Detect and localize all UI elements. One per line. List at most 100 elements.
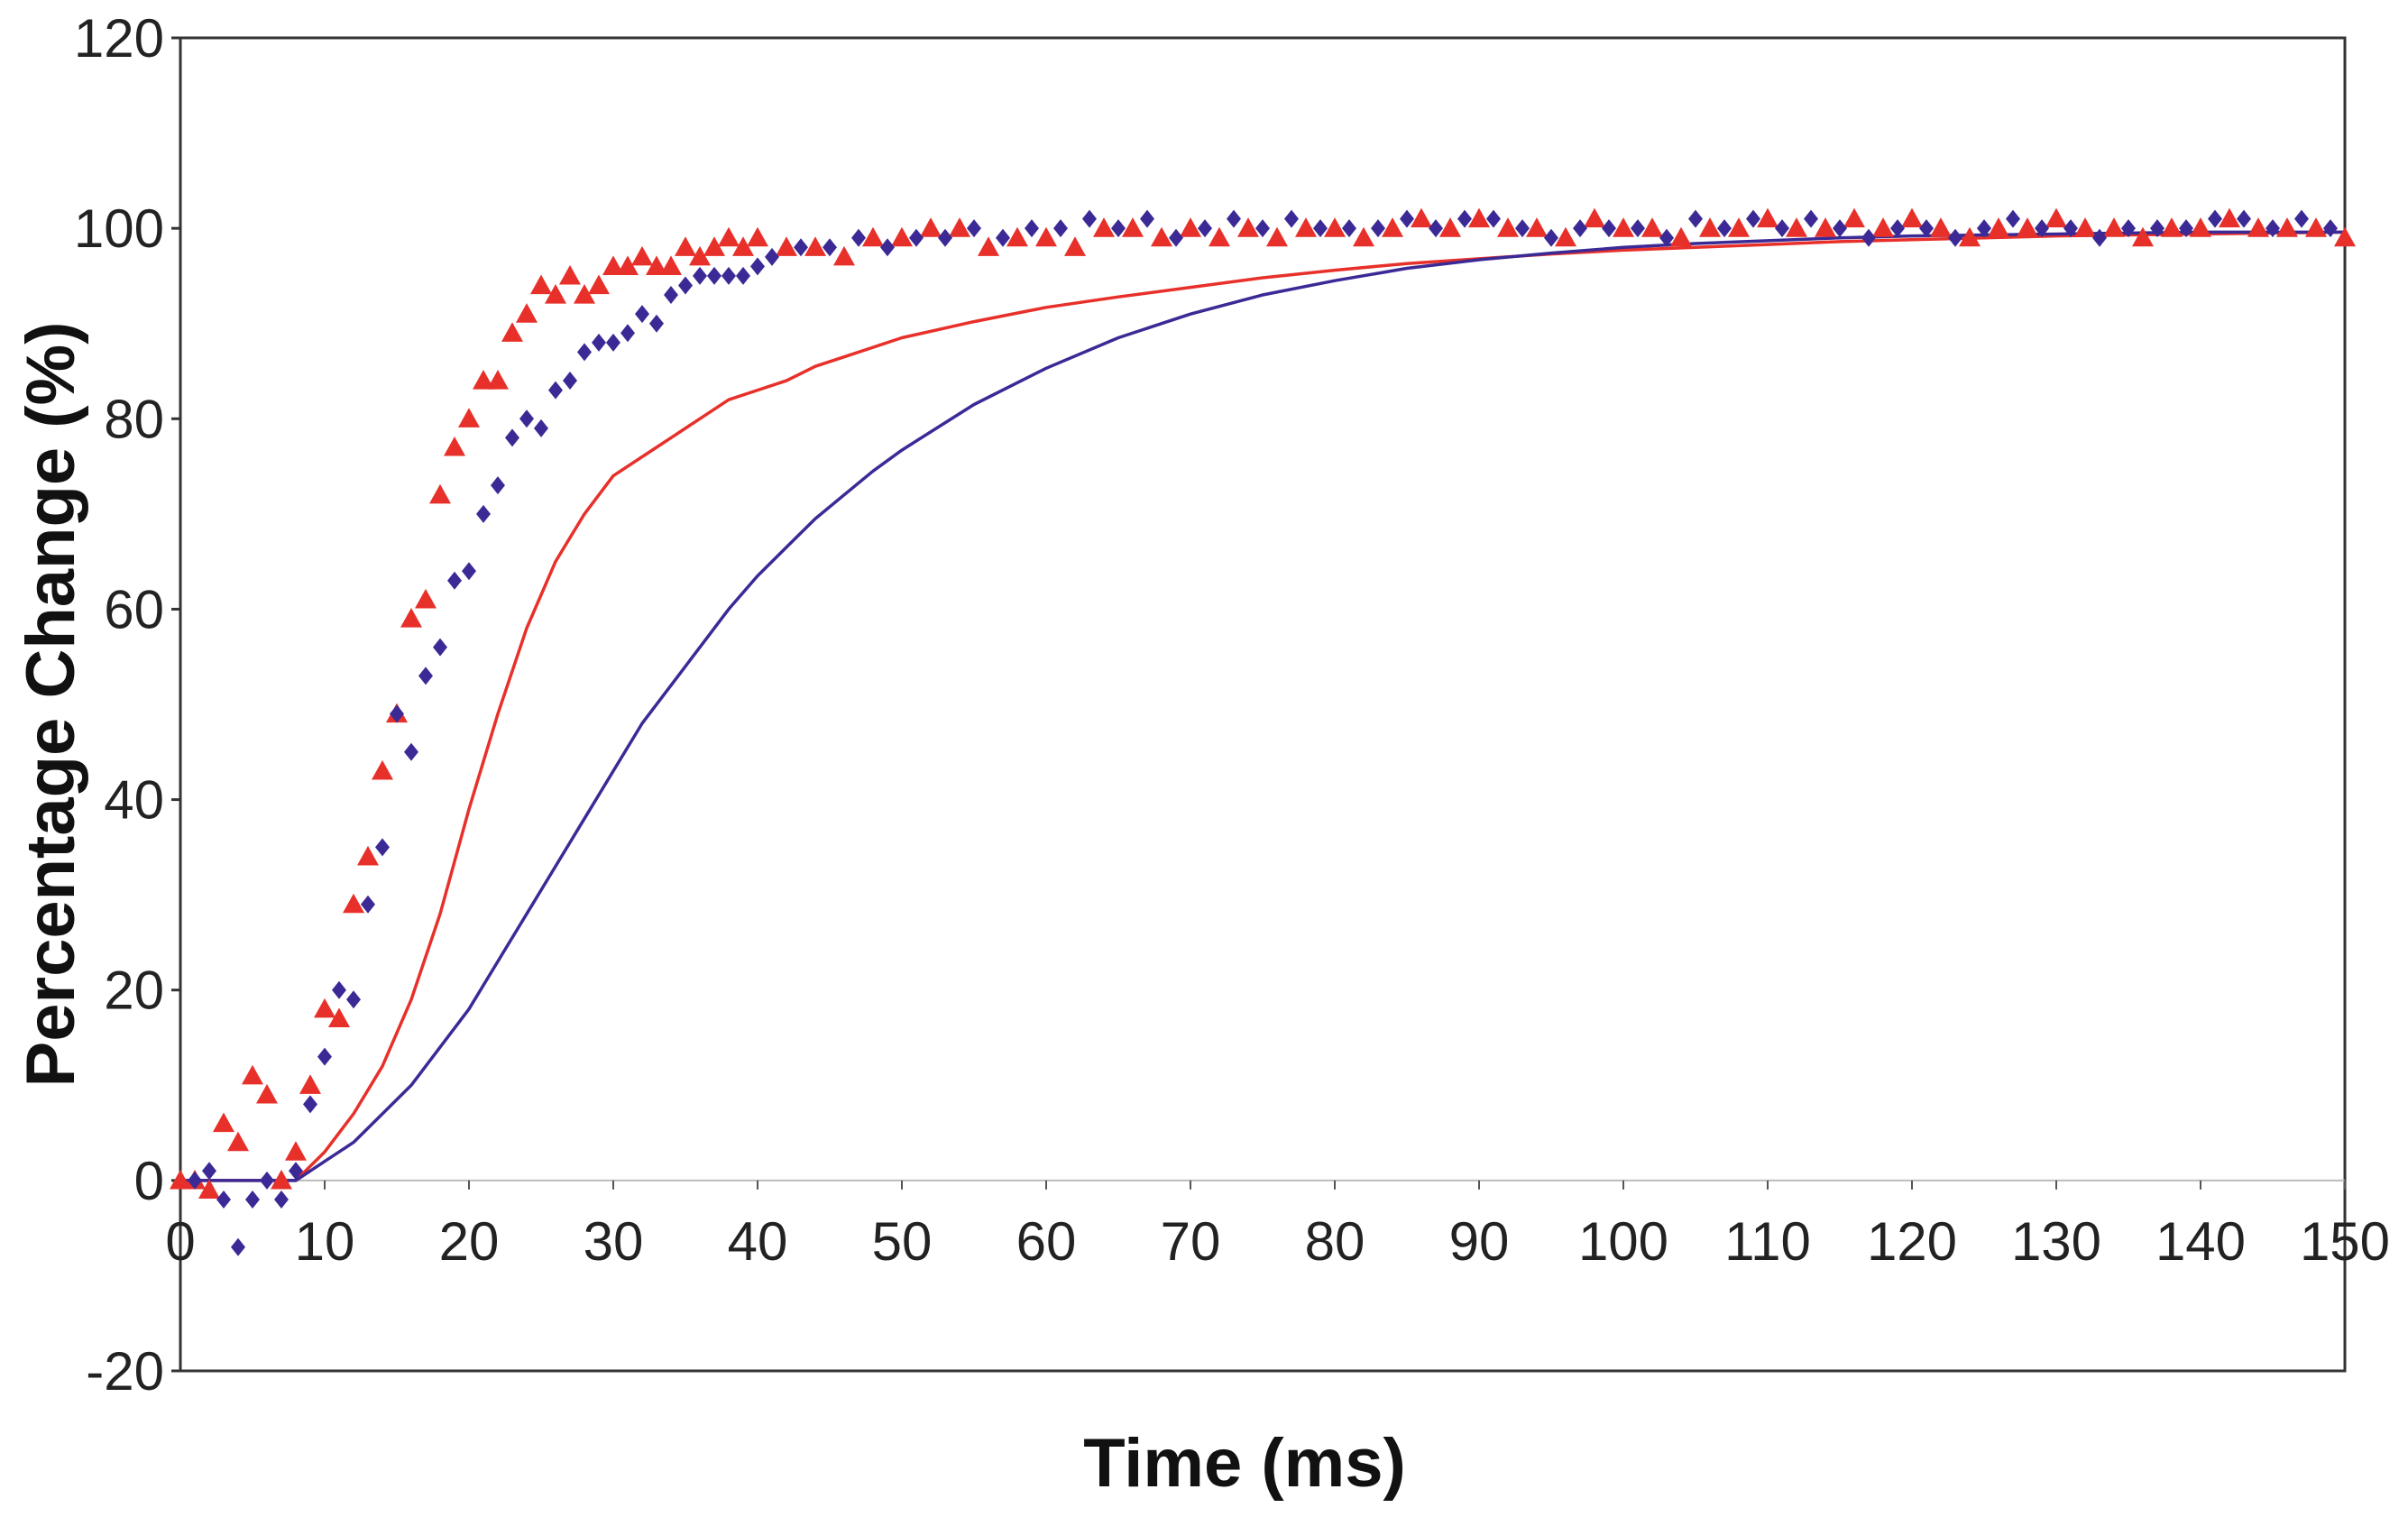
blue-diamond-point: [476, 504, 491, 523]
blue-diamond-point: [1602, 219, 1616, 238]
red-triangle-point: [314, 998, 335, 1018]
red-triangle-point: [400, 607, 422, 628]
x-tick-label: 50: [872, 1211, 933, 1272]
blue-diamond-point: [1515, 219, 1530, 238]
red-triangle-point: [2247, 217, 2269, 237]
blue-diamond-point: [750, 257, 765, 276]
blue-diamond-point: [1573, 219, 1587, 238]
y-tick-label: 100: [74, 198, 164, 259]
blue-diamond-point: [996, 228, 1010, 247]
red-triangle-point: [1006, 226, 1028, 247]
x-tick-label: 110: [1724, 1211, 1811, 1272]
blue-diamond-point: [880, 238, 895, 257]
red-triangle-point: [1988, 217, 2009, 237]
blue-diamond-point: [2063, 219, 2078, 238]
blue-diamond-point: [462, 562, 476, 581]
blue-diamond-point: [2208, 209, 2222, 228]
red-triangle-point: [675, 236, 696, 256]
red-triangle-point: [372, 759, 393, 780]
blue-diamond-point: [2237, 209, 2251, 228]
blue-diamond-point: [1025, 219, 1039, 238]
red-triangle-point: [429, 483, 451, 504]
red-triangle-point: [444, 436, 465, 456]
blue-diamond-point: [563, 372, 577, 391]
red-triangle-point: [1843, 207, 1865, 228]
red-triangle-point: [1959, 226, 1981, 247]
red-triangle-point: [2219, 207, 2240, 228]
red-triangle-point: [1930, 217, 1952, 237]
blue-diamond-point: [1342, 219, 1356, 238]
blue-diamond-point: [1544, 228, 1558, 247]
red-triangle-point: [2161, 217, 2183, 237]
red-triangle-point: [1613, 217, 1634, 237]
red-fit-line: [180, 230, 2346, 1182]
y-tick-label: 40: [104, 770, 164, 831]
red-triangle-point: [1670, 226, 1692, 247]
blue-diamond-point: [707, 266, 721, 285]
blue-diamond-point: [1169, 228, 1183, 247]
blue-diamond-point: [245, 1190, 260, 1209]
x-axis-ticks: 0 10 20 30 40 50 60 70 80 90 100 110 120 130 140 150: [165, 1180, 2390, 1272]
plot-area: [179, 36, 2347, 1373]
red-triangle-point: [718, 226, 740, 247]
red-triangle-point: [242, 1064, 263, 1085]
red-triangle-point: [227, 1131, 249, 1152]
blue-diamond-point: [505, 428, 519, 447]
blue-diamond-point: [736, 266, 750, 285]
red-triangle-point: [588, 274, 610, 295]
red-triangle-point: [1555, 226, 1576, 247]
red-triangle-point: [804, 236, 826, 256]
blue-diamond-point: [2035, 219, 2049, 238]
blue-diamond-point: [664, 286, 678, 305]
blue-diamond-point: [823, 238, 837, 257]
blue-diamond-point: [938, 228, 952, 247]
red-triangle-point: [1266, 226, 1288, 247]
blue-diamond-point: [2179, 219, 2193, 238]
blue-diamond-point: [1631, 219, 1645, 238]
blue-diamond-point: [1082, 209, 1097, 228]
blue-diamond-point: [375, 838, 390, 857]
red-triangle-point: [1901, 207, 1923, 228]
red-triangle-point: [343, 893, 364, 914]
red-triangle-point: [198, 1179, 220, 1200]
red-triangle-point: [1035, 226, 1057, 247]
blue-diamond-point: [1227, 209, 1241, 228]
x-tick-label: 60: [1016, 1211, 1077, 1272]
red-triangle-point: [2190, 217, 2211, 237]
red-triangle-point: [1237, 217, 1259, 237]
blue-diamond-point: [433, 638, 447, 657]
red-triangle-point: [1439, 217, 1461, 237]
blue-diamond-point: [606, 333, 620, 352]
blue-diamond-point: [1746, 209, 1760, 228]
red-triangle-point: [747, 226, 768, 247]
blue-diamond-point: [447, 571, 462, 590]
blue-diamond-point: [188, 1171, 202, 1190]
blue-diamond-point: [2294, 209, 2309, 228]
red-triangle-point: [833, 245, 855, 266]
red-triangle-point: [285, 1141, 307, 1161]
red-triangle-point: [1815, 217, 1836, 237]
y-tick-label: 0: [134, 1151, 164, 1211]
blue-diamond-point: [1053, 219, 1068, 238]
red-triangle-point: [978, 236, 999, 256]
y-tick-label: 20: [104, 961, 164, 1021]
blue-diamond-point: [1457, 209, 1472, 228]
blue-diamond-point: [765, 247, 779, 266]
red-triangle-point: [1728, 217, 1750, 237]
blue-diamond-point: [548, 381, 563, 400]
blue-diamond-point: [649, 314, 664, 333]
blue-diamond-point: [1198, 219, 1212, 238]
red-triangle-point: [1295, 217, 1317, 237]
blue-diamond-point: [216, 1190, 231, 1209]
blue-diamond-point: [620, 324, 635, 343]
red-triangle-point: [1757, 207, 1778, 228]
red-triangle-point: [703, 236, 725, 256]
red-triangle-point: [2103, 217, 2125, 237]
blue-diamond-point: [1284, 209, 1299, 228]
blue-diamond-point: [1948, 228, 1962, 247]
red-triangle-point: [1324, 217, 1346, 237]
blue-diamond-point: [534, 418, 548, 437]
x-tick-label: 30: [584, 1211, 644, 1272]
red-triangle-point: [1497, 217, 1519, 237]
blue-diamond-point: [1833, 219, 1847, 238]
